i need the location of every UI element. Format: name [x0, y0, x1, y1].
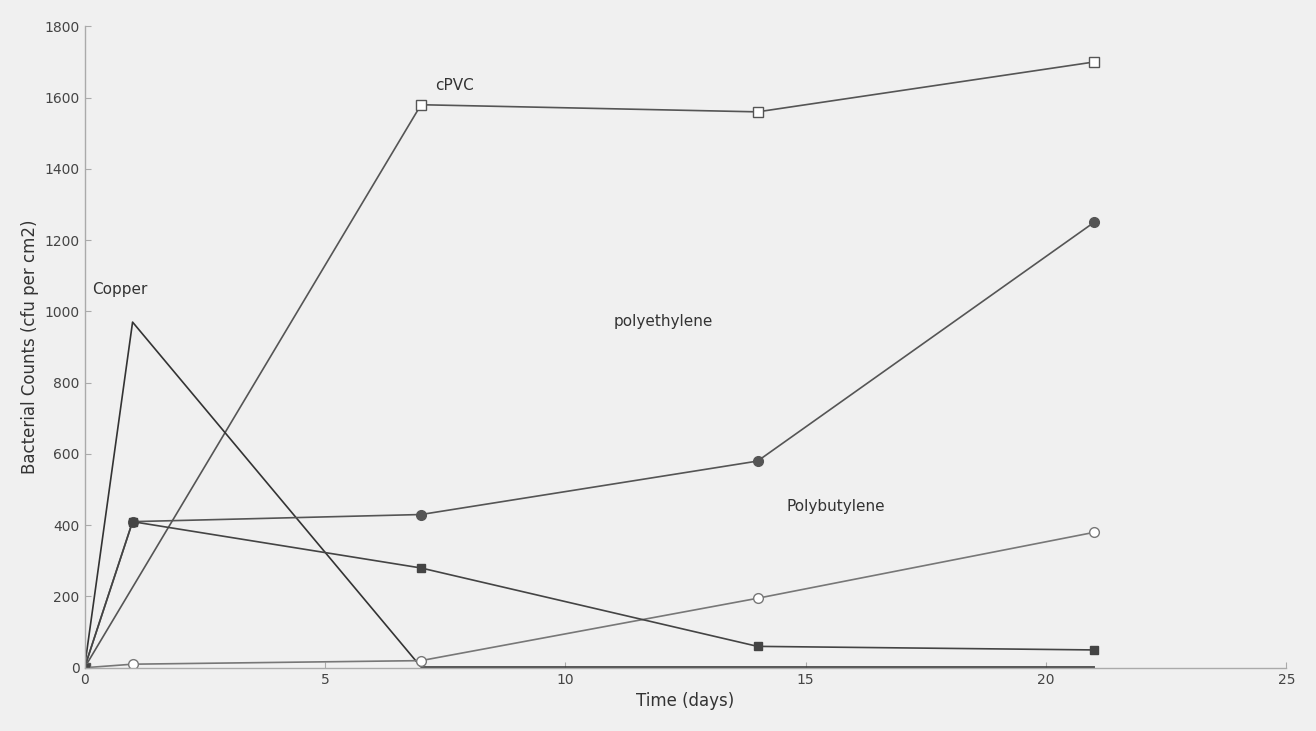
Text: Polybutylene: Polybutylene	[787, 499, 886, 514]
Y-axis label: Bacterial Counts (cfu per cm2): Bacterial Counts (cfu per cm2)	[21, 220, 39, 474]
Text: Copper: Copper	[92, 281, 147, 297]
Text: polyethylene: polyethylene	[613, 314, 713, 329]
Text: cPVC: cPVC	[436, 78, 474, 94]
X-axis label: Time (days): Time (days)	[637, 692, 734, 711]
